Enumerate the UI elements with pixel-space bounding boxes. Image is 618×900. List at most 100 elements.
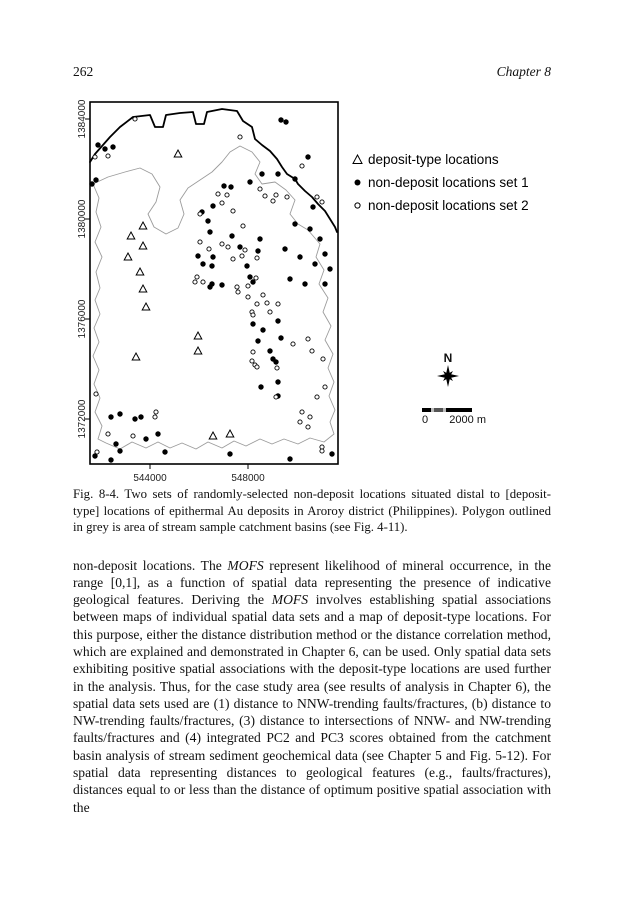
non-deposit-set1-marker — [110, 144, 116, 150]
non-deposit-set1-marker — [258, 384, 264, 390]
body-italic-run: MOFS — [271, 592, 309, 608]
scale-zero-label: 0 — [422, 414, 429, 426]
filled-circle-icon — [352, 177, 368, 188]
non-deposit-set1-marker — [143, 436, 149, 442]
scale-bar-graphic — [422, 408, 472, 412]
page-number: 262 — [73, 64, 94, 79]
non-deposit-set2-marker — [254, 364, 260, 370]
non-deposit-set1-marker — [278, 117, 284, 123]
legend-label: deposit-type locations — [368, 152, 499, 167]
non-deposit-set1-marker — [259, 171, 265, 177]
legend-item-non-deposit-2: non-deposit locations set 2 — [352, 194, 529, 217]
non-deposit-set2-marker — [132, 116, 138, 122]
chapter-title: Chapter 8 — [496, 64, 551, 79]
non-deposit-set1-marker — [102, 146, 108, 152]
non-deposit-set2-marker — [275, 301, 281, 307]
non-deposit-set1-marker — [302, 281, 308, 287]
non-deposit-set1-marker — [255, 338, 261, 344]
body-text-run: represent likelihood of mineral occurren… — [73, 557, 551, 608]
non-deposit-set1-marker — [250, 321, 256, 327]
non-deposit-set2-marker — [93, 391, 99, 397]
non-deposit-set2-marker — [245, 283, 251, 289]
deposit-type-marker — [138, 220, 148, 230]
y-axis-tick-label: 1376000 — [77, 299, 88, 338]
non-deposit-set2-marker — [264, 300, 270, 306]
non-deposit-set2-marker — [105, 153, 111, 159]
non-deposit-set1-marker — [93, 177, 99, 183]
non-deposit-set1-marker — [229, 233, 235, 239]
open-triangle-icon — [352, 154, 368, 165]
non-deposit-set1-marker — [138, 414, 144, 420]
non-deposit-set1-marker — [257, 236, 263, 242]
non-deposit-set1-marker — [92, 453, 98, 459]
deposit-type-marker — [193, 345, 203, 355]
non-deposit-set2-marker — [273, 394, 279, 400]
deposit-type-marker — [225, 428, 235, 438]
deposit-type-marker — [208, 430, 218, 440]
non-deposit-set2-marker — [240, 223, 246, 229]
non-deposit-set1-marker — [247, 179, 253, 185]
y-axis-tick-label: 1372000 — [77, 399, 88, 438]
non-deposit-set2-marker — [320, 356, 326, 362]
non-deposit-set1-marker — [292, 221, 298, 227]
y-axis-tick-label: 1380000 — [77, 199, 88, 238]
non-deposit-set1-marker — [327, 266, 333, 272]
non-deposit-set2-marker — [305, 336, 311, 342]
non-deposit-set2-marker — [299, 163, 305, 169]
non-deposit-set1-marker — [322, 251, 328, 257]
non-deposit-set1-marker — [227, 451, 233, 457]
north-arrow: N — [431, 352, 465, 393]
non-deposit-set1-marker — [329, 451, 335, 457]
non-deposit-set2-marker — [206, 246, 212, 252]
non-deposit-set1-marker — [307, 226, 313, 232]
non-deposit-set1-marker — [210, 203, 216, 209]
non-deposit-set1-marker — [162, 449, 168, 455]
non-deposit-set2-marker — [314, 194, 320, 200]
non-deposit-set2-marker — [284, 194, 290, 200]
non-deposit-set2-marker — [249, 358, 255, 364]
non-deposit-set2-marker — [194, 274, 200, 280]
deposit-type-marker — [141, 301, 151, 311]
deposit-type-marker — [131, 351, 141, 361]
non-deposit-set1-marker — [108, 457, 114, 463]
x-axis-tick-label: 548000 — [231, 473, 265, 482]
non-deposit-set1-marker — [273, 359, 279, 365]
non-deposit-set1-marker — [287, 276, 293, 282]
legend-item-non-deposit-1: non-deposit locations set 1 — [352, 171, 529, 194]
non-deposit-set1-marker — [219, 282, 225, 288]
body-text-run: involves establishing spatial associatio… — [73, 592, 551, 815]
non-deposit-set2-marker — [130, 433, 136, 439]
deposit-type-marker — [138, 240, 148, 250]
non-deposit-set2-marker — [254, 301, 260, 307]
non-deposit-set2-marker — [253, 275, 259, 281]
non-deposit-set1-marker — [95, 142, 101, 148]
non-deposit-set2-marker — [237, 134, 243, 140]
non-deposit-set1-marker — [278, 335, 284, 341]
non-deposit-set1-marker — [117, 448, 123, 454]
non-deposit-set1-marker — [322, 281, 328, 287]
body-text-run: non-deposit locations. The — [73, 557, 228, 573]
deposit-type-marker — [135, 266, 145, 276]
figure-caption: Fig. 8-4. Two sets of randomly-selected … — [73, 487, 551, 534]
non-deposit-set2-marker — [224, 192, 230, 198]
non-deposit-set1-marker — [207, 284, 213, 290]
non-deposit-set1-marker — [312, 261, 318, 267]
non-deposit-set2-marker — [267, 309, 273, 315]
non-deposit-set2-marker — [245, 294, 251, 300]
non-deposit-set1-marker — [287, 456, 293, 462]
scale-bar: 0 2000 m — [422, 408, 500, 426]
non-deposit-set1-marker — [267, 348, 273, 354]
legend-label: non-deposit locations set 2 — [368, 198, 529, 213]
non-deposit-set2-marker — [219, 241, 225, 247]
non-deposit-set2-marker — [94, 449, 100, 455]
non-deposit-set1-marker — [292, 176, 298, 182]
non-deposit-set2-marker — [254, 255, 260, 261]
non-deposit-set2-marker — [314, 394, 320, 400]
non-deposit-set2-marker — [309, 348, 315, 354]
non-deposit-set1-marker — [275, 171, 281, 177]
y-axis-tick-label: 1384000 — [77, 99, 88, 138]
non-deposit-set2-marker — [105, 431, 111, 437]
non-deposit-set1-marker — [317, 236, 323, 242]
compass-star-icon — [437, 365, 459, 387]
